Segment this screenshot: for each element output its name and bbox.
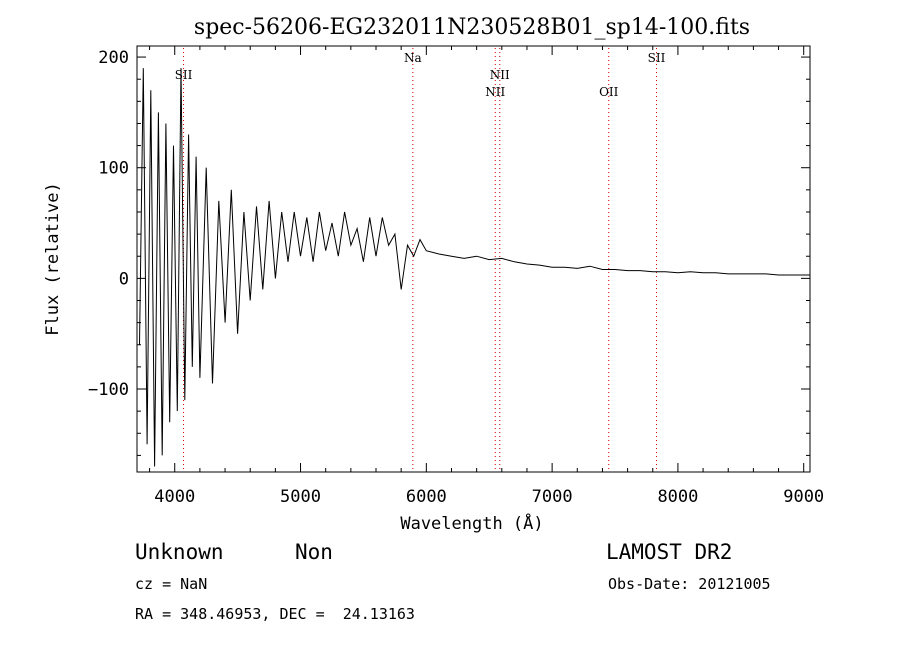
cz-value: cz = NaN [135,575,207,593]
line-marker-label-4: OII [599,85,619,99]
x-axis-label: Wavelength (Å) [400,512,543,534]
chart-title: spec-56206-EG232011N230528B01_sp14-100.f… [194,15,750,40]
line-marker-label-5: SII [648,51,666,65]
spectrum-line-layer [139,68,810,467]
y-tick-label-1: 0 [119,269,129,289]
survey-label: LAMOST DR2 [606,540,732,564]
y-tick-label-2: 100 [98,159,129,179]
class-label: Unknown [135,540,224,564]
obs-date: Obs-Date: 20121005 [608,575,771,593]
plot-frame [136,45,811,473]
coordinates: RA = 348.46953, DEC = 24.13163 [135,605,415,623]
y-axis: −100 0 100 200 [88,48,810,456]
x-axis: 4000 5000 6000 7000 8000 9000 [149,46,824,507]
line-marker-label-0: SII [175,68,193,82]
spectrum-line-0 [139,68,810,467]
y-tick-label-3: 200 [98,48,129,68]
line-marker-label-2: NII [485,85,505,99]
x-tick-label-3: 7000 [532,487,573,507]
line-marker-label-1: Na [404,51,422,65]
x-tick-label-2: 6000 [406,487,447,507]
x-tick-label-1: 5000 [280,487,321,507]
y-tick-label-0: −100 [88,380,129,400]
emission-line-markers: SII Na NII NII OII SII [175,48,666,472]
subclass-label: Non [295,540,333,564]
x-tick-label-0: 4000 [154,487,195,507]
line-marker-label-3: NII [490,68,510,82]
x-tick-label-5: 9000 [783,487,824,507]
y-axis-label: Flux (relative) [43,182,63,336]
x-tick-label-4: 8000 [657,487,698,507]
